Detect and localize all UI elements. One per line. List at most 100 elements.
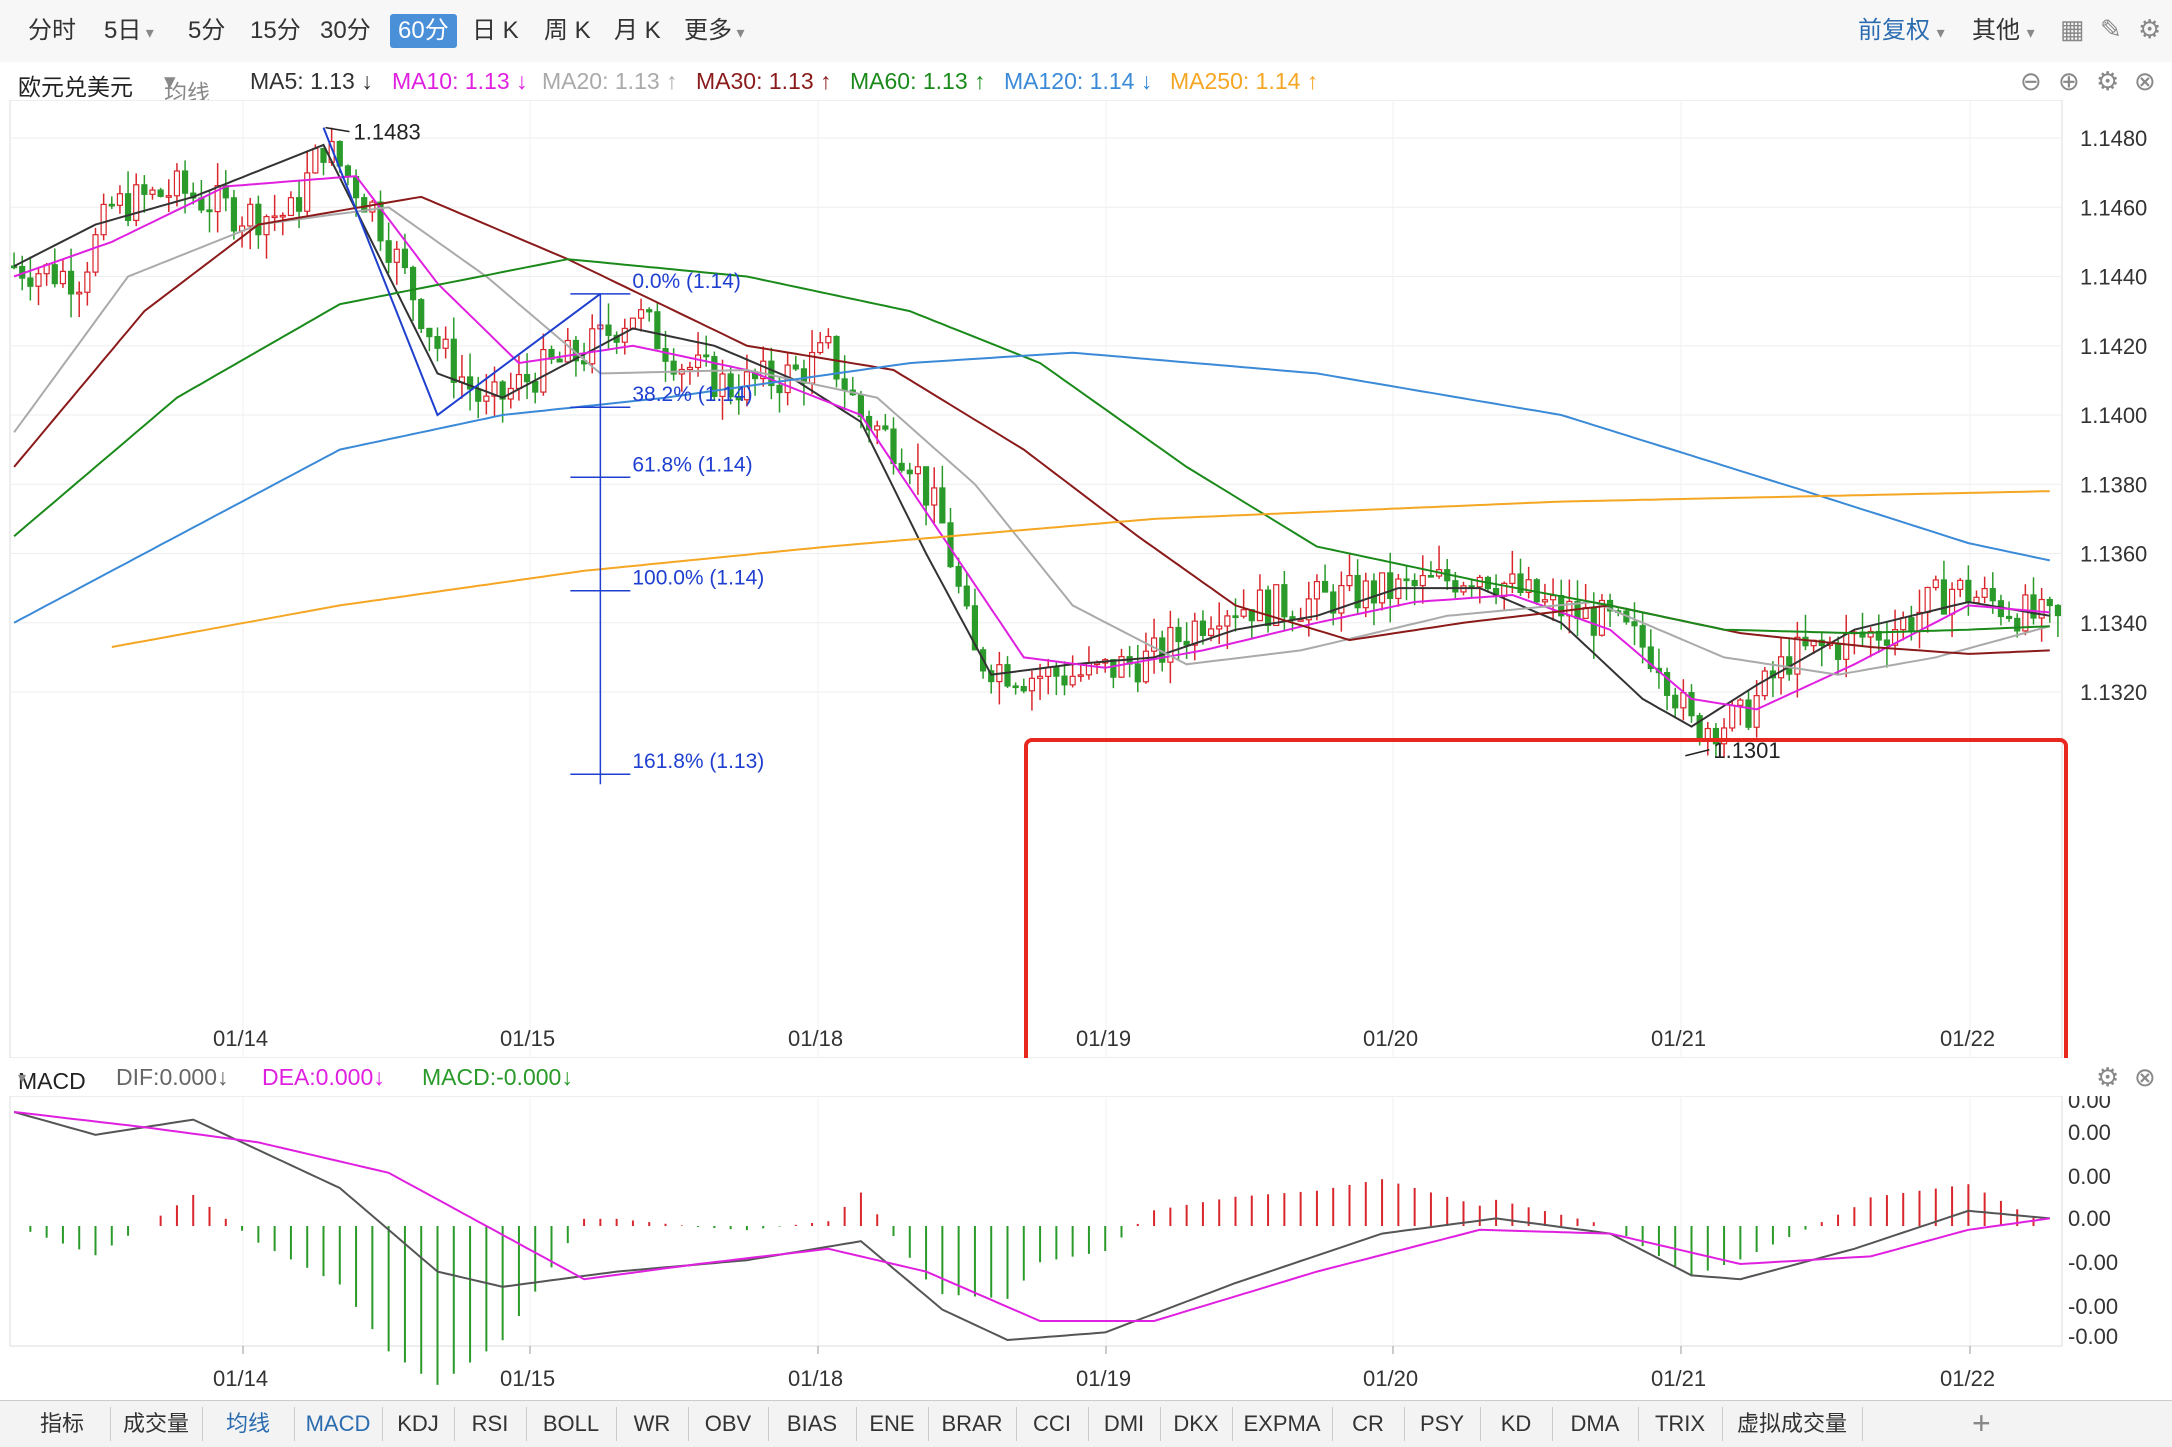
draw-pen-icon[interactable]: ✎ (2100, 14, 2122, 44)
x-tick-label: 01/22 (1940, 1026, 1995, 1051)
indicator-tab-5[interactable]: RSI (454, 1407, 527, 1441)
indicator-tab-12[interactable]: CCI (1016, 1407, 1089, 1441)
candle-body (711, 356, 718, 398)
indicator-tab-4[interactable]: KDJ (382, 1407, 455, 1441)
period-9[interactable]: 更多 ▾ (684, 17, 745, 44)
candle-body (133, 184, 140, 221)
ma-close-icon[interactable]: ⊗ (2134, 66, 2156, 96)
indicator-tab-20[interactable]: TRIX (1638, 1407, 1723, 1441)
candlestick-chart[interactable]: 1.1480 1.1460 1.1440 1.1420 1.1400 1.1380 1.13… (0, 100, 2172, 1058)
candle-body (825, 335, 832, 344)
indicator-tabs: 指标 成交量 均线 MACD KDJ RSI BOLL WR OBV BIAS ENE BRAR CCI… (0, 1400, 2172, 1447)
candle-body (434, 335, 441, 349)
ma-legend-item-3: MA30: 1.13 ↑ (696, 68, 832, 94)
candle-body (1378, 572, 1386, 604)
candle-body (409, 266, 417, 301)
adjust-dropdown[interactable]: 前复权 ▾ (1858, 14, 1945, 48)
candle-body (1183, 640, 1190, 646)
candle-body (1989, 587, 1996, 602)
ma-settings-icon[interactable]: ⚙ (2096, 66, 2120, 96)
add-indicator-icon[interactable]: + (1972, 1405, 1991, 1441)
candle-body (1419, 574, 1426, 587)
candle-body (51, 264, 58, 285)
candle-body (694, 354, 702, 369)
candle-body (1305, 598, 1312, 621)
period-1[interactable]: 5日 ▾ (104, 17, 154, 44)
ma-legend-item-6: MA250: 1.14 ↑ (1170, 68, 1319, 94)
macd-y-tick-label: 0.00 (2068, 1096, 2111, 1113)
candle-body (271, 215, 278, 219)
indicator-tab-18[interactable]: KD (1480, 1407, 1553, 1441)
candle-body (475, 388, 482, 402)
indicator-tab-13[interactable]: DMI (1088, 1407, 1161, 1441)
x-tick-label: 01/20 (1363, 1026, 1418, 1051)
high-marker: 1.1483 (325, 120, 421, 145)
candle-body (1647, 646, 1654, 670)
period-0[interactable]: 分时 (28, 17, 76, 44)
candle-body (1224, 615, 1231, 627)
candle-body (320, 147, 327, 163)
candle-body (1957, 579, 1964, 590)
indicator-tab-3[interactable]: MACD (294, 1407, 383, 1441)
period-5[interactable]: 60分 (390, 14, 457, 48)
candle-body (344, 165, 352, 178)
zoom-in-icon[interactable]: ⊕ (2058, 66, 2080, 96)
indicator-tab-17[interactable]: PSY (1404, 1407, 1481, 1441)
period-6[interactable]: 日 K (472, 17, 519, 44)
candle-body (792, 364, 799, 370)
candle-body (312, 147, 319, 174)
indicator-tab-6[interactable]: BOLL (526, 1407, 617, 1441)
macd-settings-icon[interactable]: ⚙ (2096, 1062, 2120, 1092)
indicator-tab-10[interactable]: ENE (856, 1407, 929, 1441)
candle-body (466, 376, 474, 390)
period-toolbar: 分时 5日 ▾ 5分 15分 30分 60分日 K 周 K 月 K 更多 ▾ 前复权 ▾ 其他 … (0, 0, 2172, 63)
indicator-tab-19[interactable]: DMA (1552, 1407, 1639, 1441)
candle-body (1232, 615, 1239, 619)
other-dropdown[interactable]: 其他 ▾ (1972, 14, 2035, 48)
zoom-out-icon[interactable]: ⊖ (2020, 66, 2042, 96)
indicator-tab-15[interactable]: EXPMA (1232, 1407, 1333, 1441)
macd-chart[interactable]: 0.00 0.00 0.00 0.00 -0.00 -0.00 -0.00 01/14 01/1… (0, 1096, 2172, 1400)
candle-body (1191, 620, 1198, 646)
indicator-tab-9[interactable]: BIAS (768, 1407, 857, 1441)
candle-body (1330, 591, 1337, 614)
period-3[interactable]: 15分 (250, 17, 301, 44)
period-2[interactable]: 5分 (188, 17, 226, 44)
indicator-tab-2[interactable]: 均线 (202, 1407, 295, 1441)
candle-body (336, 140, 343, 167)
indicator-tab-14[interactable]: DKX (1160, 1407, 1233, 1441)
x-tick-label: 01/14 (213, 1026, 268, 1051)
candle-body (1053, 666, 1060, 677)
period-8[interactable]: 月 K (614, 17, 661, 44)
indicator-tab-8[interactable]: OBV (688, 1407, 769, 1441)
period-4[interactable]: 30分 (320, 17, 371, 44)
candle-body (1843, 632, 1850, 660)
fib-level-label: 161.8% (1.13) (632, 750, 764, 773)
period-7[interactable]: 周 K (544, 17, 591, 44)
grid-icon[interactable]: ▦ (2060, 14, 2085, 44)
indicator-tab-21[interactable]: 虚拟成交量 (1722, 1407, 1863, 1441)
candle-body (686, 366, 694, 371)
indicator-tab-16[interactable]: CR (1332, 1407, 1405, 1441)
candle-body (84, 271, 91, 293)
indicator-tab-0[interactable]: 指标 (14, 1407, 111, 1441)
settings-gear-icon[interactable]: ⚙ (2138, 14, 2162, 44)
candle-body (646, 309, 653, 313)
candle-body (1802, 636, 1809, 647)
macd-dif-value: DIF:0.000↓ (116, 1064, 229, 1090)
candle-body (499, 381, 506, 400)
candle-body (279, 214, 286, 218)
indicator-tab-7[interactable]: WR (616, 1407, 689, 1441)
chevron-down-icon: ▾ (732, 25, 745, 42)
indicator-tab-1[interactable]: 成交量 (110, 1407, 203, 1441)
candle-body (214, 185, 221, 213)
macd-close-icon[interactable]: ⊗ (2134, 1062, 2156, 1092)
candle-body (727, 373, 734, 398)
adjust-label: 前复权 (1858, 17, 1930, 44)
ma-mode-dropdown[interactable]: 均线 ▾ (164, 68, 210, 106)
candle-body (385, 240, 392, 263)
candle-body (1509, 573, 1516, 584)
indicator-tab-11[interactable]: BRAR (928, 1407, 1017, 1441)
candle-body (1338, 585, 1345, 614)
candle-body (1004, 664, 1011, 687)
